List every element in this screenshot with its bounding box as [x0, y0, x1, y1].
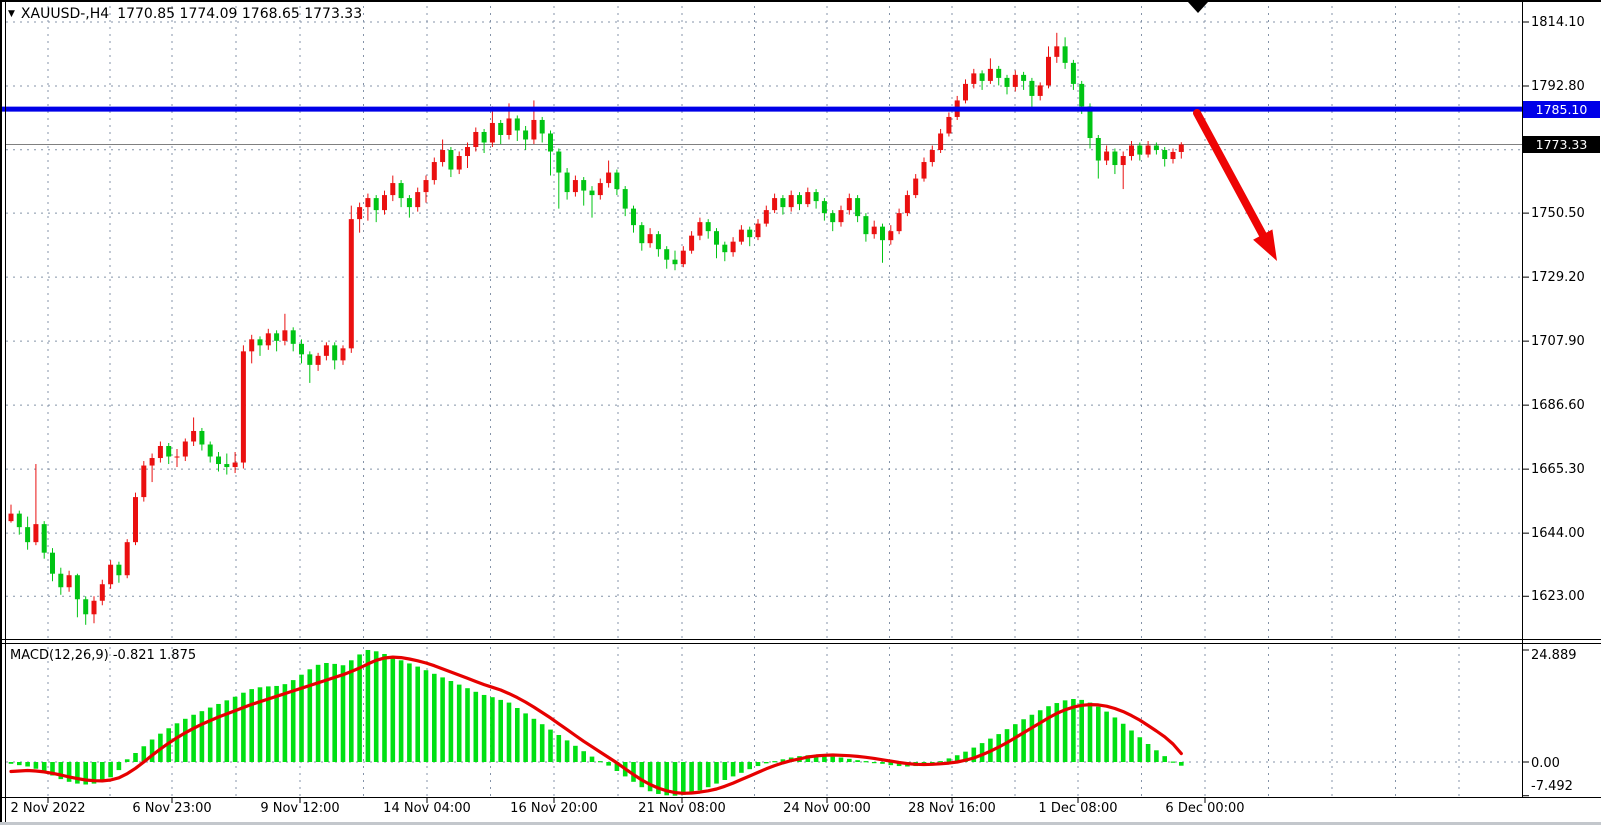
price-tick-label: 1665.30	[1531, 461, 1585, 477]
time-tick-label: 6 Dec 00:00	[1165, 801, 1245, 816]
macd-signal-line	[9, 655, 1183, 795]
macd-histogram	[8, 649, 1184, 796]
grid-lines	[6, 6, 1522, 797]
time-tick-label: 21 Nov 08:00	[638, 801, 726, 816]
price-tick-label: 1792.80	[1531, 78, 1585, 94]
axis-tick-marks	[47, 21, 1529, 803]
current-price-badge: 1773.33	[1523, 136, 1600, 153]
price-tick-label: 1686.60	[1531, 397, 1585, 413]
time-tick-label: 14 Nov 04:00	[383, 801, 471, 816]
candlestick-series	[8, 32, 1184, 625]
price-tick-label: 1814.10	[1531, 14, 1585, 30]
price-tick-label: 1707.90	[1531, 333, 1585, 349]
time-tick-label: 9 Nov 12:00	[260, 801, 340, 816]
chart-title: ▼ XAUUSD-,H4 1770.85 1774.09 1768.65 1773.…	[8, 6, 362, 22]
price-tick-label: 1623.00	[1531, 588, 1585, 604]
macd-indicator-label: MACD(12,26,9) -0.821 1.875	[10, 648, 197, 663]
hline-price-badge: 1785.10	[1523, 100, 1600, 118]
macd-tick-label: 24.889	[1531, 648, 1577, 663]
time-tick-label: 24 Nov 00:00	[783, 801, 871, 816]
time-tick-label: 2 Nov 2022	[10, 801, 86, 816]
down-arrow-annotation	[1193, 109, 1277, 261]
window-bottom-edge	[0, 822, 1601, 825]
symbol-dropdown-icon[interactable]: ▼	[8, 9, 15, 19]
time-tick-label: 1 Dec 08:00	[1038, 801, 1118, 816]
price-tick-label: 1729.20	[1531, 269, 1585, 285]
price-tick-label: 1644.00	[1531, 525, 1585, 541]
chart-shift-marker-icon	[1188, 2, 1208, 13]
macd-tick-label: -7.492	[1531, 779, 1573, 794]
time-tick-label: 6 Nov 23:00	[132, 801, 212, 816]
price-tick-label: 1750.50	[1531, 205, 1585, 221]
symbol-timeframe-label: XAUUSD-,H4	[20, 6, 110, 22]
ohlc-readout: 1770.85 1774.09 1768.65 1773.33	[117, 6, 363, 22]
time-tick-label: 28 Nov 16:00	[908, 801, 996, 816]
time-tick-label: 16 Nov 20:00	[510, 801, 598, 816]
macd-tick-label: 0.00	[1531, 755, 1560, 771]
